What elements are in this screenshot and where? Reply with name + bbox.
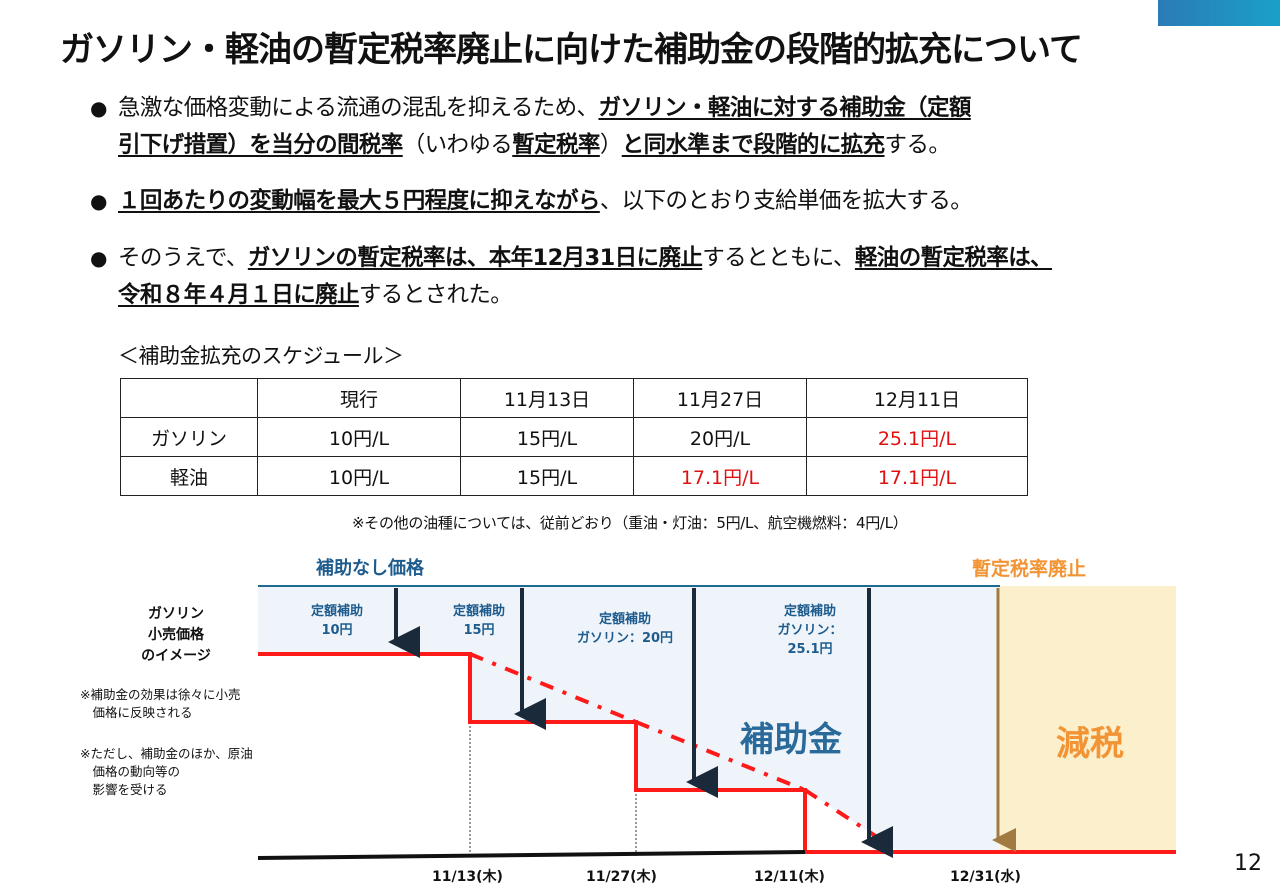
side-note-line: 価格に反映される xyxy=(80,705,193,720)
subsidy-label-line: 定額補助 xyxy=(452,604,505,619)
subsidy-label-3: 定額補助 ガソリン：20円 xyxy=(560,610,690,648)
table-header-row: 現行 11月13日 11月27日 12月11日 xyxy=(120,378,1028,418)
bullet-3-text: そのうえで、 xyxy=(118,245,248,271)
subsidy-label-line: 定額補助 xyxy=(310,604,363,619)
baseline xyxy=(257,850,806,860)
table-header-cell: 12月11日 xyxy=(806,378,1028,418)
schedule-table: 現行 11月13日 11月27日 12月11日 ガソリン 10円/L 15円/L… xyxy=(120,378,1028,496)
schedule-note: ※その他の油種については、従前どおり（重油・灯油：5円/L、航空機燃料：4円/L… xyxy=(352,514,908,532)
bullet-dot-icon: ● xyxy=(90,189,107,213)
side-note-2: ※ただし、補助金のほか、原油 価格の動向等の 影響を受ける xyxy=(80,745,253,799)
page-number: 12 xyxy=(1234,851,1262,876)
bullet-1-emphasis: 引下げ措置）を当分の間税率 xyxy=(118,132,403,158)
side-note-line: ※ただし、補助金のほか、原油 xyxy=(80,746,253,761)
side-heading-line: ガソリン xyxy=(148,606,204,622)
schedule-title: ＜補助金拡充のスケジュール＞ xyxy=(118,344,404,368)
page-title: ガソリン・軽油の暫定税率廃止に向けた補助金の段階的拡充について xyxy=(60,30,1083,70)
bullet-dot-icon: ● xyxy=(90,246,107,270)
bullet-1-text: 急激な価格変動による流通の混乱を抑えるため、 xyxy=(118,95,599,121)
bullet-dot-icon: ● xyxy=(90,96,107,120)
bullet-3-text: するとともに、 xyxy=(702,245,855,271)
side-note-1: ※補助金の効果は徐々に小売 価格に反映される xyxy=(80,686,240,722)
table-cell: 20円/L xyxy=(633,417,807,457)
date-label: 11/13(木) xyxy=(432,869,503,885)
subsidy-label-2: 定額補助 15円 xyxy=(440,602,518,640)
table-header-cell: 現行 xyxy=(257,378,461,418)
table-cell: 15円/L xyxy=(460,417,634,457)
table-cell: 25.1円/L xyxy=(806,417,1028,457)
table-cell: 10円/L xyxy=(257,417,461,457)
subsidy-label-line: 定額補助 xyxy=(783,604,836,619)
table-row-label: ガソリン xyxy=(120,417,258,457)
bullet-1-emphasis: と同水準まで段階的に拡充 xyxy=(621,132,885,158)
table-cell: 17.1円/L xyxy=(806,456,1028,496)
subsidy-area-label: 補助金 xyxy=(740,720,842,760)
subsidy-label-line: 25.1円 xyxy=(787,642,833,657)
table-row: 軽油 10円/L 15円/L 17.1円/L 17.1円/L xyxy=(120,456,1028,496)
bullet-3-text: するとされた。 xyxy=(358,282,513,308)
subsidy-label-line: 15円 xyxy=(463,623,495,638)
subsidy-label-line: 定額補助 xyxy=(598,612,651,627)
tax-cut-area-label: 減税 xyxy=(1056,724,1124,764)
bullet-3-emphasis: ガソリンの暫定税率は、本年12月31日に廃止 xyxy=(247,245,703,271)
table-cell: 17.1円/L xyxy=(633,456,807,496)
retail-price-line xyxy=(258,652,1176,854)
table-header-cell: 11月27日 xyxy=(633,378,807,418)
bullet-1-text: する。 xyxy=(884,132,951,158)
bullet-1-emphasis: ガソリン・軽油に対する補助金（定額 xyxy=(598,95,971,121)
subsidy-label-1: 定額補助 10円 xyxy=(298,602,376,640)
side-heading-line: のイメージ xyxy=(141,648,211,664)
subsidy-label-line: 10円 xyxy=(321,623,353,638)
bullet-2-emphasis: １回あたりの変動幅を最大５円程度に抑えながら xyxy=(118,188,600,214)
bullet-3-emphasis: 軽油の暫定税率は、 xyxy=(854,245,1053,271)
bullet-3-emphasis: 令和８年４月１日に廃止 xyxy=(118,282,360,308)
date-label: 12/31(水) xyxy=(950,869,1021,885)
side-note-line: 価格の動向等の xyxy=(80,764,181,779)
corner-accent-bar xyxy=(1158,0,1280,26)
date-label: 11/27(木) xyxy=(586,869,657,885)
side-note-line: 影響を受ける xyxy=(80,782,168,797)
bullet-2-text: 、以下のとおり支給単価を拡大する。 xyxy=(599,188,973,214)
abolish-label: 暫定税率廃止 xyxy=(972,558,1087,580)
bullet-3: ● そのうえで、ガソリンの暫定税率は、本年12月31日に廃止するとともに、軽油の… xyxy=(90,240,1053,314)
table-row: ガソリン 10円/L 15円/L 20円/L 25.1円/L xyxy=(120,417,1028,457)
table-cell: 10円/L xyxy=(257,456,461,496)
price-trend-dashed xyxy=(469,652,637,724)
table-header-cell: 11月13日 xyxy=(460,378,634,418)
subsidy-label-line: ガソリン： xyxy=(777,623,843,638)
no-subsidy-price-label: 補助なし価格 xyxy=(316,558,424,579)
subsidy-label-4: 定額補助 ガソリン： 25.1円 xyxy=(760,602,860,659)
bullet-1-text: ） xyxy=(599,132,623,158)
tax-cut-area xyxy=(1000,586,1176,852)
bullet-1: ● 急激な価格変動による流通の混乱を抑えるため、ガソリン・軽油に対する補助金（定… xyxy=(90,90,971,164)
date-label: 12/11(木) xyxy=(754,869,825,885)
bullet-1-emphasis: 暫定税率 xyxy=(512,132,600,158)
side-heading: ガソリン 小売価格 のイメージ xyxy=(130,604,222,667)
side-heading-line: 小売価格 xyxy=(148,627,204,643)
subsidy-label-line: ガソリン：20円 xyxy=(576,631,674,646)
bullet-2: ● １回あたりの変動幅を最大５円程度に抑えながら、以下のとおり支給単価を拡大する… xyxy=(90,183,973,220)
side-note-line: ※補助金の効果は徐々に小売 xyxy=(80,687,241,702)
bullet-1-text: （いわゆる xyxy=(402,132,513,158)
